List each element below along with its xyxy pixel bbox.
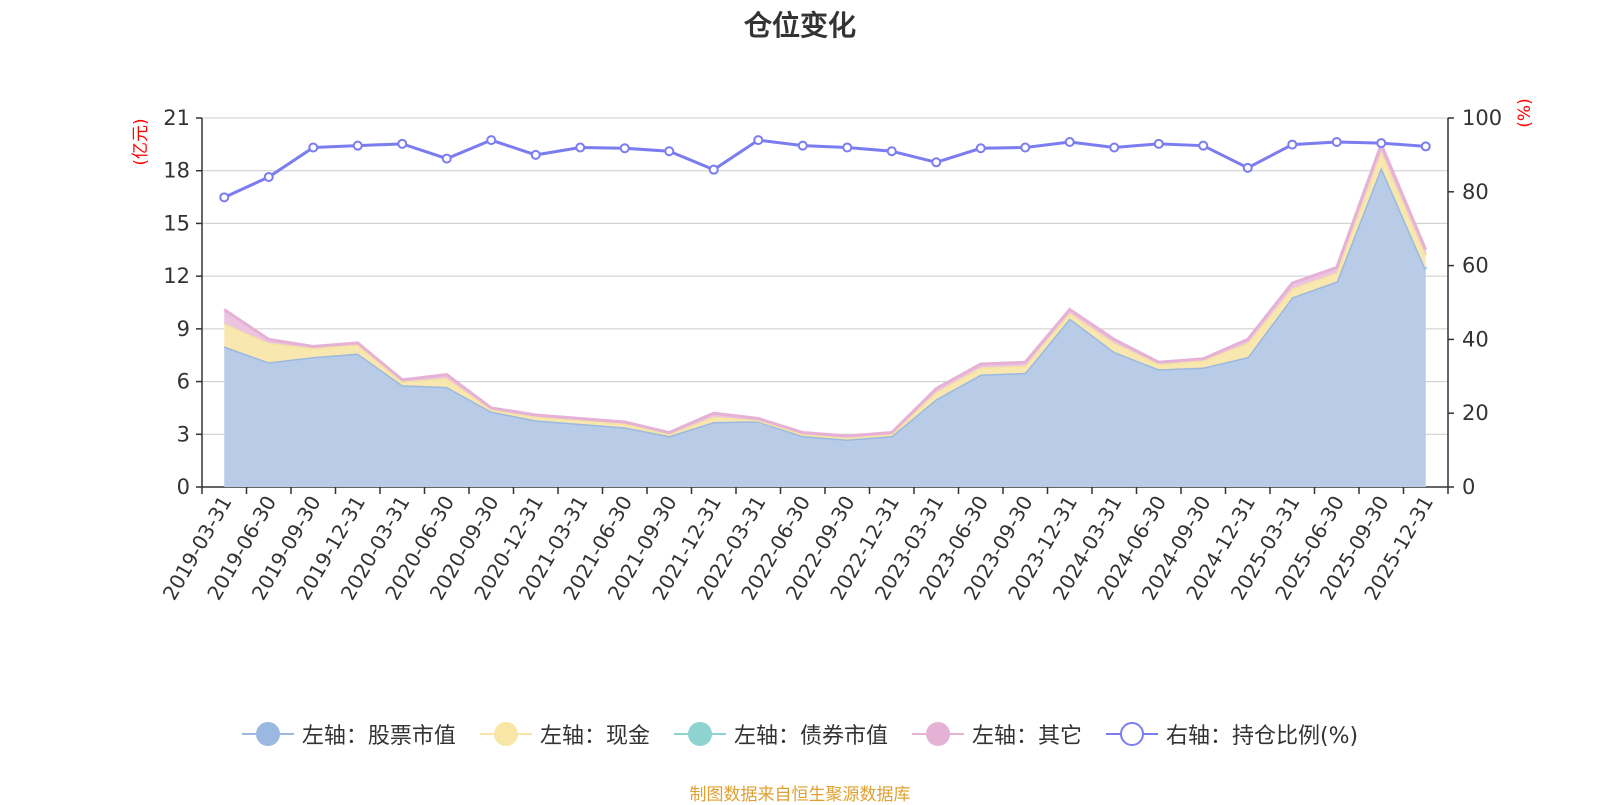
- ratio-point[interactable]: [486, 135, 497, 146]
- chart-title: 仓位变化: [743, 9, 856, 42]
- legend-marker-icon: [911, 720, 964, 748]
- legend-item[interactable]: 右轴：持仓比例(%): [1105, 718, 1359, 750]
- left-tick-label: 21: [163, 106, 190, 130]
- ratio-point[interactable]: [308, 142, 319, 153]
- right-tick-label: 0: [1462, 475, 1475, 499]
- ratio-point[interactable]: [975, 143, 986, 154]
- left-tick-label: 9: [177, 317, 190, 341]
- ratio-point[interactable]: [1287, 139, 1298, 150]
- ratio-point[interactable]: [886, 146, 897, 157]
- area-series-line: [223, 140, 1428, 438]
- legend-marker-icon: [479, 720, 532, 748]
- ratio-point[interactable]: [1198, 140, 1209, 151]
- right-axis-unit: (%): [1515, 98, 1535, 127]
- right-tick-label: 60: [1462, 254, 1489, 278]
- ratio-point[interactable]: [1064, 136, 1075, 147]
- left-tick-label: 0: [177, 475, 190, 499]
- right-tick-label: 40: [1462, 327, 1489, 351]
- ratio-point[interactable]: [1242, 162, 1253, 173]
- ratio-point[interactable]: [1109, 142, 1120, 153]
- ratio-line-layer: [219, 135, 1431, 203]
- left-tick-label: 12: [163, 264, 190, 288]
- left-tick-label: 15: [163, 211, 190, 235]
- ratio-point[interactable]: [619, 143, 630, 154]
- legend-item[interactable]: 左轴：现金: [479, 718, 650, 750]
- legend-item[interactable]: 左轴：其它: [911, 718, 1082, 750]
- legend-item[interactable]: 左轴：股票市值: [241, 718, 456, 750]
- legend-marker-icon: [1105, 720, 1158, 748]
- ratio-point[interactable]: [1376, 138, 1387, 149]
- ratio-point[interactable]: [797, 140, 808, 151]
- legend-marker-icon: [673, 720, 726, 748]
- left-axis-unit: (亿元): [131, 118, 151, 165]
- right-tick-label: 80: [1462, 180, 1489, 204]
- right-tick-label: 100: [1462, 106, 1502, 130]
- legend: 左轴：股票市值 左轴：现金 左轴：债券市值 左轴：其它 右轴：持仓比例(%): [0, 718, 1600, 750]
- ratio-series-line: [223, 138, 1426, 199]
- ratio-point[interactable]: [708, 164, 719, 175]
- area-layer: [223, 140, 1428, 487]
- ratio-point[interactable]: [1153, 138, 1164, 149]
- ratio-point[interactable]: [753, 135, 764, 146]
- ratio-point[interactable]: [352, 140, 363, 151]
- legend-item[interactable]: 左轴：债券市值: [673, 718, 888, 750]
- ratio-point[interactable]: [1331, 136, 1342, 147]
- ratio-point[interactable]: [1020, 142, 1031, 153]
- ratio-point[interactable]: [931, 157, 942, 168]
- legend-label: 左轴：现金: [539, 724, 650, 749]
- legend-label: 左轴：股票市值: [301, 724, 456, 749]
- ratio-point[interactable]: [530, 149, 541, 160]
- legend-label: 左轴：债券市值: [733, 724, 888, 749]
- source-note: 制图数据来自恒生聚源数据库: [689, 785, 911, 805]
- left-tick-label: 3: [177, 422, 190, 446]
- ratio-point[interactable]: [397, 138, 408, 149]
- ratio-point[interactable]: [1420, 141, 1431, 152]
- left-tick-label: 18: [163, 159, 190, 183]
- right-tick-label: 20: [1462, 401, 1489, 425]
- legend-marker-icon: [241, 720, 294, 748]
- legend-label: 右轴：持仓比例(%): [1165, 724, 1359, 749]
- ratio-point[interactable]: [575, 142, 586, 153]
- legend-label: 左轴：其它: [971, 724, 1082, 749]
- left-tick-label: 6: [177, 370, 190, 394]
- ratio-point[interactable]: [263, 172, 274, 183]
- area-fill: [224, 167, 1426, 487]
- ratio-point[interactable]: [219, 192, 230, 203]
- ratio-point[interactable]: [441, 153, 452, 164]
- ratio-point[interactable]: [842, 142, 853, 153]
- ratio-point[interactable]: [664, 146, 675, 157]
